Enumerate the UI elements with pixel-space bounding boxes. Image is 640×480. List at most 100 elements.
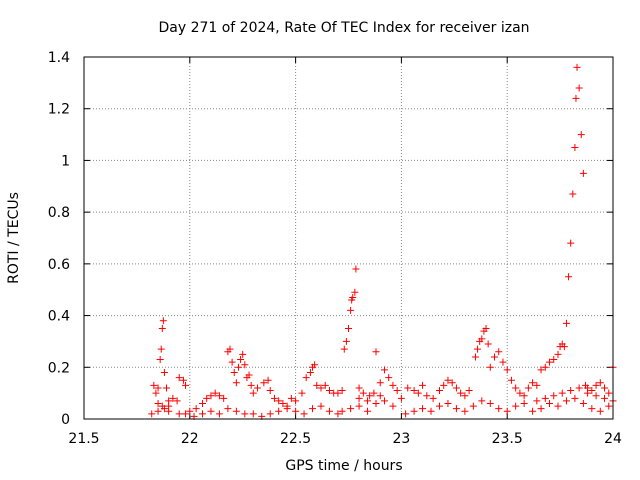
data-point [520,392,528,400]
data-point [342,337,350,345]
data-point [165,402,173,410]
data-point [435,402,443,410]
data-point [364,407,372,415]
data-point [245,371,253,379]
data-point [550,392,558,400]
data-point [452,384,460,392]
data-point [503,407,511,415]
data-point [226,345,234,353]
data-point [461,407,469,415]
data-point [220,394,228,402]
grid-lines [84,57,613,419]
data-point [370,389,378,397]
data-point [427,407,435,415]
data-point [465,387,473,395]
data-point [306,368,314,376]
data-point [376,379,384,387]
data-point [241,361,249,369]
data-point [182,381,190,389]
data-point [452,405,460,413]
data-point [419,405,427,413]
data-point [364,397,372,405]
data-point [351,288,359,296]
data-point [389,381,397,389]
data-point [410,387,418,395]
x-tick-label: 22.5 [280,431,311,447]
data-point [372,399,380,407]
data-point [311,361,319,369]
data-point [334,410,342,418]
data-point [150,381,158,389]
data-point [588,405,596,413]
data-point [507,376,515,384]
data-point [334,389,342,397]
data-point [558,389,566,397]
data-point [249,410,257,418]
data-point [495,348,503,356]
data-point [156,356,164,364]
data-point [207,392,215,400]
data-point [393,387,401,395]
axis-ticks: 21.5 22 22.5 23 23.5 24 0 0.2 0.4 0.6 0.8 1 1.2 1.4 [48,50,622,447]
y-tick-label: 0.2 [48,360,70,376]
data-point [211,389,219,397]
data-point [601,384,609,392]
plot-frame [83,56,614,420]
data-point [380,366,388,374]
data-point [448,379,456,387]
data-point [215,410,223,418]
data-points [148,63,617,420]
data-point [154,407,162,415]
data-point [179,376,187,384]
data-point [440,381,448,389]
data-point [584,389,592,397]
data-point [444,376,452,384]
data-point [148,410,156,418]
data-point [239,350,247,358]
data-point [516,389,524,397]
data-point [234,363,242,371]
data-point [317,384,325,392]
data-point [347,306,355,314]
x-tick-label: 23 [392,431,410,447]
y-tick-label: 1 [61,153,70,169]
data-point [313,381,321,389]
data-point [429,394,437,402]
data-point [397,394,405,402]
data-point [423,392,431,400]
data-point [232,407,240,415]
data-point [292,407,300,415]
data-point [163,384,171,392]
data-point [198,410,206,418]
data-point [572,94,580,102]
data-point [533,397,541,405]
data-point [499,358,507,366]
data-point [435,387,443,395]
data-point [537,366,545,374]
data-point [605,402,613,410]
data-point [389,402,397,410]
data-point [241,410,249,418]
data-point [298,389,306,397]
data-point [349,293,357,301]
data-point [352,265,360,273]
data-point [571,394,579,402]
data-point [372,348,380,356]
y-tick-label: 1.2 [48,102,70,118]
data-point [237,356,245,364]
data-point [366,392,374,400]
data-point [321,381,329,389]
data-point [573,63,581,71]
data-point [376,392,384,400]
data-point [562,397,570,405]
data-point [474,345,482,353]
data-point [157,345,165,353]
data-point [444,399,452,407]
data-point [484,340,492,348]
data-point [186,407,194,415]
data-point [529,379,537,387]
data-point [270,394,278,402]
x-tick-label: 24 [604,431,622,447]
data-point [232,379,240,387]
data-point [579,169,587,177]
